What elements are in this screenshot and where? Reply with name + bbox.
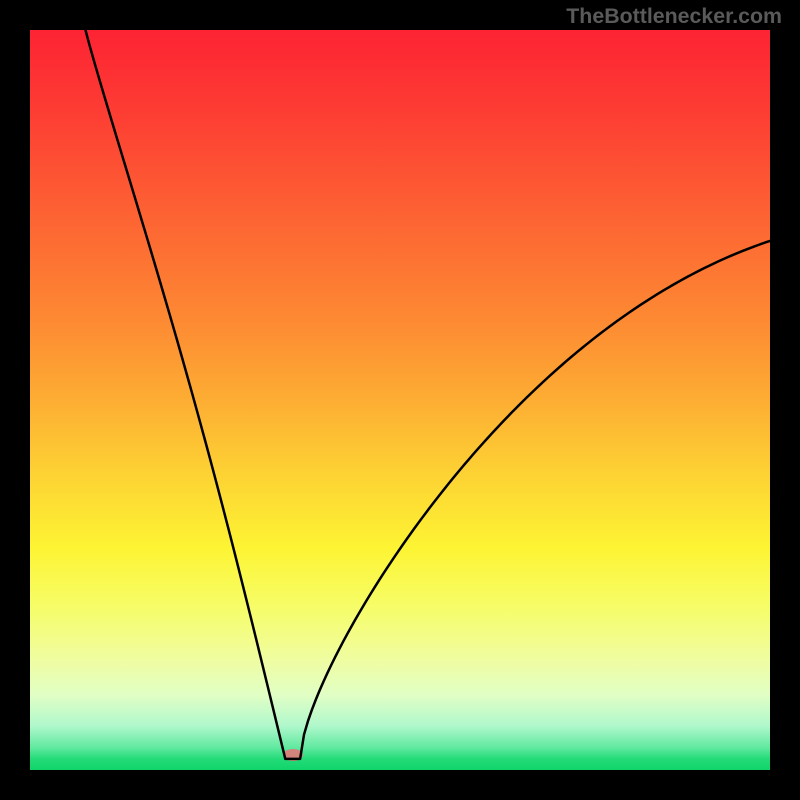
watermark-text: TheBottlenecker.com bbox=[566, 4, 782, 29]
bottleneck-curve bbox=[30, 30, 770, 770]
curve-path bbox=[86, 30, 771, 759]
plot-area bbox=[30, 30, 770, 770]
